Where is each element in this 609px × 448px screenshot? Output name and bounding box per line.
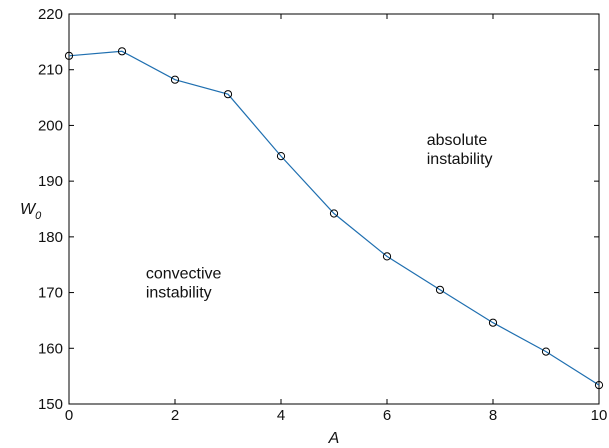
annotation-convective-instability: convective instability [146, 266, 222, 302]
y-tick-label: 160 [38, 340, 63, 357]
data-point [276, 152, 286, 161]
annotation-line: convective [146, 266, 222, 283]
y-axis-label: W0 [20, 201, 42, 222]
data-point [382, 252, 392, 261]
ticks-layer: 0 2 4 6 8 10 150 160 170 180 190 200 210 220 [38, 6, 607, 424]
y-tick-label: 170 [38, 285, 63, 302]
x-tick-label: 4 [277, 407, 285, 424]
annotation-line: instability [427, 151, 493, 168]
data-point [223, 90, 233, 99]
y-axis-label-main: W [20, 201, 37, 218]
y-axis-label-subscript: 0 [35, 210, 42, 222]
y-tick-label: 150 [38, 396, 63, 413]
markers-layer [64, 47, 604, 390]
annotations-layer: absolute instability convective instability [146, 132, 493, 302]
data-point [435, 285, 445, 294]
data-point [170, 75, 180, 84]
data-point [117, 47, 127, 56]
x-tick-label: 6 [383, 407, 391, 424]
annotation-line: absolute [427, 132, 488, 149]
x-tick-label: 2 [171, 407, 179, 424]
data-point [329, 209, 339, 218]
y-tick-label: 200 [38, 117, 63, 134]
data-point [488, 318, 498, 327]
y-tick-label: 210 [38, 62, 63, 79]
y-tick-label: 220 [38, 6, 63, 23]
x-tick-label: 0 [65, 407, 73, 424]
plot-frame [68, 13, 600, 405]
data-point [541, 347, 551, 356]
annotation-line: instability [146, 285, 212, 302]
data-point [64, 51, 74, 60]
data-point [594, 381, 604, 390]
x-axis-label: A [328, 430, 340, 447]
y-tick-label: 180 [38, 229, 63, 246]
x-tick-label: 8 [489, 407, 497, 424]
series-line [68, 50, 600, 386]
annotation-absolute-instability: absolute instability [427, 132, 493, 168]
y-tick-label: 190 [38, 173, 63, 190]
x-tick-label: 10 [591, 407, 608, 424]
